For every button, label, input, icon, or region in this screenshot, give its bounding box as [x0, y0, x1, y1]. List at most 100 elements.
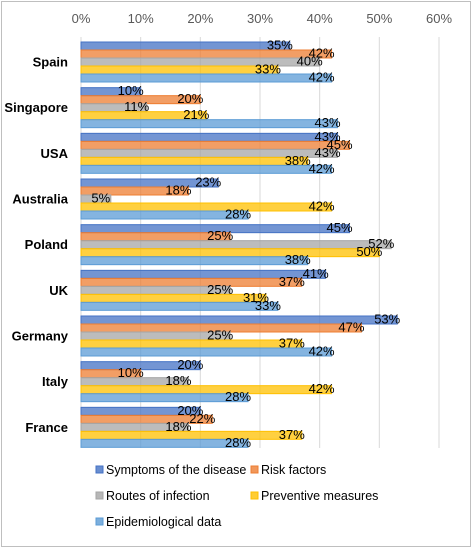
data-label: 10% [118, 365, 144, 380]
data-label: 40% [297, 54, 323, 69]
data-label: 42% [309, 199, 335, 214]
x-tick-label: 20% [187, 11, 213, 26]
data-label: 43% [315, 115, 341, 130]
data-labels: 35%42%40%33%42%10%20%11%21%43%43%45%43%3… [91, 38, 400, 450]
bar [80, 186, 189, 196]
bar [80, 119, 339, 129]
bar [80, 339, 303, 349]
data-label: 20% [177, 357, 203, 372]
data-label: 28% [225, 435, 251, 450]
data-label: 42% [309, 46, 335, 61]
bar [80, 49, 333, 59]
bar [80, 140, 350, 150]
data-label: 42% [309, 161, 335, 176]
data-label: 10% [118, 83, 144, 98]
data-label: 20% [177, 91, 203, 106]
data-label: 28% [225, 207, 251, 222]
data-label: 25% [207, 328, 233, 343]
data-label: 18% [165, 419, 191, 434]
data-label: 45% [326, 220, 352, 235]
bar [80, 385, 333, 395]
legend-label: Preventive measures [261, 489, 378, 503]
legend-label: Routes of infection [106, 489, 210, 503]
x-tick-label: 60% [426, 11, 452, 26]
bar [80, 65, 279, 75]
data-label: 11% [124, 99, 149, 114]
legend-swatch [95, 465, 104, 474]
bar [80, 256, 309, 266]
bar [80, 41, 291, 51]
bar [80, 156, 309, 166]
bar [80, 301, 279, 311]
bar [80, 438, 249, 448]
category-label: Germany [12, 329, 69, 344]
legend: Symptoms of the disease Risk factors Route… [95, 463, 378, 529]
x-tick-label: 10% [128, 11, 154, 26]
data-label: 18% [165, 373, 191, 388]
legend-swatch [250, 491, 259, 500]
category-label: Poland [25, 237, 68, 252]
data-label: 38% [285, 153, 311, 168]
data-label: 42% [309, 344, 335, 359]
data-label: 21% [183, 107, 209, 122]
bar [80, 293, 267, 303]
data-label: 31% [243, 290, 269, 305]
bar [80, 210, 249, 220]
bar [80, 393, 249, 403]
bar [80, 164, 333, 174]
x-tick-label: 40% [307, 11, 333, 26]
data-label: 53% [374, 312, 400, 327]
category-labels: Spain Singapore USA Australia Poland UK German… [4, 55, 68, 435]
bar [80, 73, 333, 83]
x-tick-label: 30% [247, 11, 273, 26]
data-label: 37% [279, 274, 305, 289]
x-tick-label: 0% [72, 11, 91, 26]
bar [80, 132, 339, 142]
category-label: Australia [12, 192, 68, 207]
data-label: 22% [189, 411, 215, 426]
data-label: 42% [309, 70, 335, 85]
bar [80, 277, 303, 287]
data-label: 43% [315, 129, 341, 144]
bar [80, 202, 333, 212]
data-label: 37% [279, 427, 305, 442]
bar [80, 57, 321, 67]
data-label: 33% [255, 62, 281, 77]
data-label: 38% [285, 252, 311, 267]
data-label: 43% [315, 145, 341, 160]
category-label: UK [49, 283, 68, 298]
category-label: Italy [42, 374, 69, 389]
data-label: 23% [195, 175, 221, 190]
data-label: 18% [165, 183, 191, 198]
data-label: 20% [177, 403, 203, 418]
data-label: 5% [91, 191, 110, 206]
data-label: 52% [368, 236, 394, 251]
data-label: 25% [207, 282, 233, 297]
data-label: 45% [326, 137, 352, 152]
data-label: 37% [279, 336, 305, 351]
legend-swatch [95, 491, 104, 500]
x-axis-ticks: 0% 10% 20% 30% 40% 50% 60% [72, 11, 453, 26]
data-label: 42% [309, 381, 335, 396]
bar [80, 248, 380, 258]
legend-swatch [250, 465, 259, 474]
legend-label: Epidemiological data [106, 515, 221, 529]
bar [80, 240, 392, 250]
data-label: 50% [356, 244, 382, 259]
legend-label: Risk factors [261, 463, 326, 477]
category-label: Spain [33, 55, 68, 70]
data-label: 41% [303, 266, 329, 281]
legend-label: Symptoms of the disease [106, 463, 246, 477]
category-label: Singapore [4, 100, 68, 115]
legend-swatch [95, 517, 104, 526]
category-label: USA [41, 146, 69, 161]
data-label: 25% [207, 228, 233, 243]
bars [80, 41, 398, 448]
bar [80, 347, 333, 357]
category-label: France [25, 420, 68, 435]
data-label: 28% [225, 389, 251, 404]
data-label: 47% [338, 320, 364, 335]
data-label: 33% [255, 298, 281, 313]
x-tick-label: 50% [366, 11, 392, 26]
